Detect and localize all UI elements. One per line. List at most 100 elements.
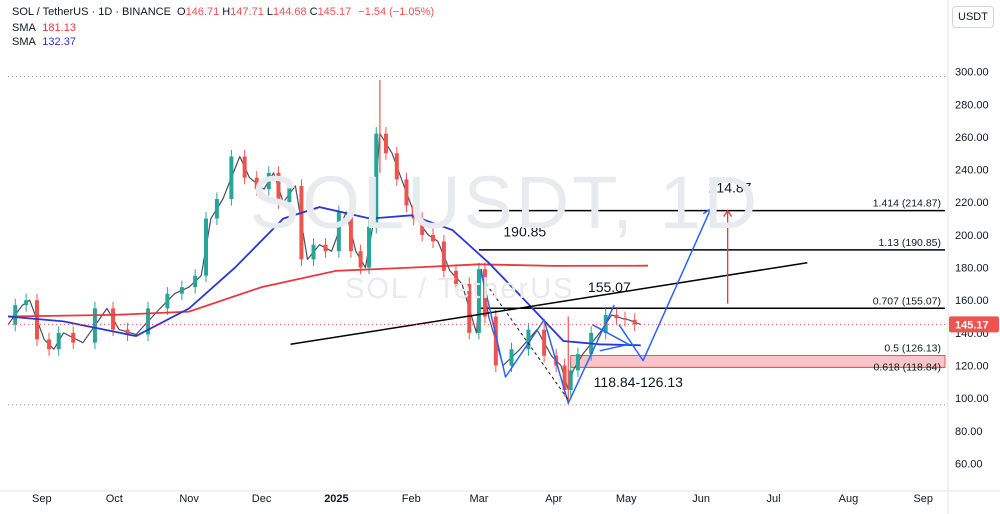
y-tick-label: 260.00 xyxy=(955,132,989,144)
indicator-name: SMA xyxy=(12,36,36,48)
candle-body[interactable] xyxy=(229,156,234,199)
target-arrowhead xyxy=(723,209,733,217)
y-tick-label: 160.00 xyxy=(955,295,989,307)
candle-body[interactable] xyxy=(24,300,29,306)
candle-body[interactable] xyxy=(125,329,130,335)
y-tick-label: 280.00 xyxy=(955,99,989,111)
y-tick-label: 240.00 xyxy=(955,165,989,177)
candle-body[interactable] xyxy=(254,177,259,190)
y-tick-label: 180.00 xyxy=(955,263,989,275)
pullback-loop xyxy=(592,324,631,352)
candle-body[interactable] xyxy=(367,226,372,268)
candle-body[interactable] xyxy=(299,185,304,260)
candle-body[interactable] xyxy=(431,234,436,242)
candle-body[interactable] xyxy=(276,172,281,203)
y-tick-label: 200.00 xyxy=(955,230,989,242)
x-tick-label: May xyxy=(616,493,637,505)
candle-body[interactable] xyxy=(71,332,76,343)
x-tick-label: Sep xyxy=(32,493,52,505)
x-tick-label: Aug xyxy=(839,493,859,505)
candle-body[interactable] xyxy=(311,244,316,260)
pair-watermark: SOL / TetherUS xyxy=(345,273,575,305)
candle-body[interactable] xyxy=(266,172,271,190)
candle-body[interactable] xyxy=(467,283,472,333)
candle-body[interactable] xyxy=(242,156,247,178)
price-change: −1.54 (−1.05%) xyxy=(358,6,435,18)
candle-body[interactable] xyxy=(575,354,580,371)
x-tick-label: Jul xyxy=(767,493,781,505)
candle-body[interactable] xyxy=(411,205,416,219)
candle-body[interactable] xyxy=(526,329,531,350)
price-annotation: 155.07 xyxy=(588,279,631,295)
currency-button[interactable]: USDT xyxy=(952,6,994,28)
candle-body[interactable] xyxy=(441,241,446,271)
candle-body[interactable] xyxy=(47,339,52,350)
indicator-name: SMA xyxy=(12,22,36,34)
candle-body[interactable] xyxy=(568,370,573,391)
candle-body[interactable] xyxy=(404,179,409,206)
candle-body[interactable] xyxy=(562,365,567,391)
candle-body[interactable] xyxy=(179,287,184,294)
candle-body[interactable] xyxy=(420,218,425,235)
last-price-label: 145.17 xyxy=(955,319,989,331)
candle-body[interactable] xyxy=(632,319,637,325)
candle-body[interactable] xyxy=(383,133,388,154)
x-tick-label: Oct xyxy=(106,493,123,505)
candle-body[interactable] xyxy=(336,212,341,252)
last-price-badge xyxy=(949,316,999,333)
ohlc-values: O146.71 H147.71 L144.68 C145.17 xyxy=(174,6,351,18)
symbol-watermark: SOLUSDT, 1D xyxy=(250,161,761,244)
fib-level-label: 0.707 (155.07) xyxy=(873,295,941,307)
candle-body[interactable] xyxy=(482,269,487,317)
indicator-value: 181.13 xyxy=(42,22,76,34)
fib-level-label: 0.5 (126.13) xyxy=(884,343,941,355)
fib-level-label: 0.618 (118.84) xyxy=(873,361,941,373)
sma-long-line xyxy=(7,263,649,318)
candle-body[interactable] xyxy=(287,185,292,203)
x-tick-label: Mar xyxy=(469,493,488,505)
candle-body[interactable] xyxy=(542,329,547,356)
ohlc-o: O146.71 xyxy=(177,6,220,18)
y-tick-label: 300.00 xyxy=(955,67,989,79)
x-tick-label: Apr xyxy=(545,493,562,505)
ohlc-c: C145.17 xyxy=(309,6,352,18)
candle-body[interactable] xyxy=(348,212,353,252)
indicator-sma-short[interactable]: SMA 132.37 xyxy=(12,35,76,49)
y-tick-label: 120.00 xyxy=(955,361,989,373)
ohlc-h: H147.71 xyxy=(222,6,264,18)
candle-body[interactable] xyxy=(92,308,97,343)
candle-body[interactable] xyxy=(56,332,61,350)
candle-body[interactable] xyxy=(509,349,514,366)
candle-body[interactable] xyxy=(453,270,458,284)
candle-body[interactable] xyxy=(165,293,170,309)
fib-level-label: 1.414 (214.87) xyxy=(873,198,941,210)
y-tick-label: 100.00 xyxy=(955,393,989,405)
candle-body[interactable] xyxy=(493,316,498,366)
price-annotation: 190.85 xyxy=(503,224,546,240)
candle-body[interactable] xyxy=(394,153,399,180)
symbol-title[interactable]: SOL / TetherUS · 1D · BINANCE xyxy=(12,6,171,18)
sma-short-line xyxy=(7,206,641,347)
candle-body[interactable] xyxy=(323,244,328,252)
ascending-trendline xyxy=(290,261,808,346)
price-annotation: 214.87 xyxy=(709,179,752,195)
candle-body[interactable] xyxy=(374,133,379,227)
candle-body[interactable] xyxy=(476,269,481,333)
candle-body[interactable] xyxy=(214,198,219,219)
x-tick-label: Sep xyxy=(913,493,933,505)
candle-body[interactable] xyxy=(623,318,628,320)
price-annotation: 118.84-126.13 xyxy=(594,374,683,390)
y-tick-label: 80.00 xyxy=(955,426,983,438)
candle-body[interactable] xyxy=(358,251,363,268)
indicator-value: 132.37 xyxy=(42,36,76,48)
candle-body[interactable] xyxy=(111,308,116,330)
candle-body[interactable] xyxy=(204,218,209,276)
candle-body[interactable] xyxy=(193,275,198,288)
candle-body[interactable] xyxy=(146,308,151,335)
ohlc-l: L144.68 xyxy=(266,6,307,18)
w-pattern-line xyxy=(480,272,615,404)
indicator-sma-long[interactable]: SMA 181.13 xyxy=(12,21,76,35)
candle-body[interactable] xyxy=(13,305,18,325)
candle-body[interactable] xyxy=(614,314,619,319)
